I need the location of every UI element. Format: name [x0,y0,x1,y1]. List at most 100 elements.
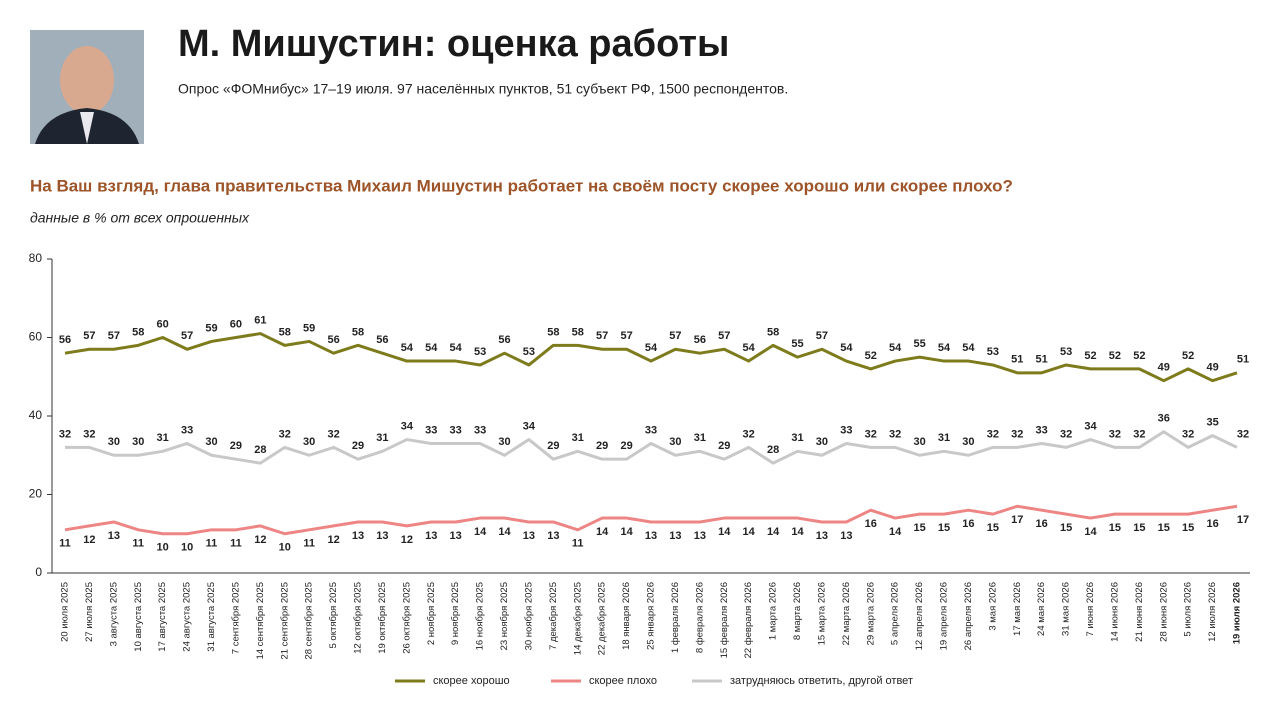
data-label: 14 [791,526,804,538]
page-title: М. Мишустин: оценка работы [178,23,729,65]
data-label: 36 [1158,413,1170,425]
data-label: 60 [157,318,169,330]
x-tick-label: 14 июня 2026 [1109,582,1120,642]
data-label: 29 [547,440,559,452]
data-label: 56 [376,334,388,346]
x-tick-label: 29 марта 2026 [865,582,876,645]
y-tick-label: 40 [29,408,43,422]
page-subtitle: Опрос «ФОМнибус» 17–19 июля. 97 населённ… [178,81,788,97]
data-label: 33 [645,424,657,436]
data-label: 32 [987,428,999,440]
x-tick-label: 28 июня 2026 [1158,582,1169,642]
data-label: 51 [1237,354,1249,366]
data-label: 15 [913,522,925,534]
data-label: 56 [327,334,339,346]
data-label: 56 [498,334,510,346]
data-label: 54 [401,342,414,354]
data-label: 32 [327,428,339,440]
data-label: 54 [425,342,438,354]
data-label: 52 [1084,350,1096,362]
x-tick-label: 7 июня 2026 [1085,582,1096,637]
data-label: 28 [767,444,779,456]
data-label: 16 [962,518,974,530]
data-label: 51 [1011,354,1023,366]
data-label: 57 [816,330,828,342]
data-label: 12 [83,534,95,546]
data-label: 15 [1060,522,1072,534]
data-label: 14 [498,526,511,538]
data-label: 31 [572,432,584,444]
data-label: 52 [1133,350,1145,362]
data-label: 57 [596,330,608,342]
data-label: 58 [572,326,584,338]
legend-label: скорее хорошо [433,675,510,687]
data-label: 32 [865,428,877,440]
data-label: 30 [962,436,974,448]
data-label: 28 [254,444,266,456]
data-label: 14 [767,526,780,538]
data-label: 30 [913,436,925,448]
data-label: 53 [987,346,999,358]
data-label: 29 [718,440,730,452]
data-label: 11 [206,538,218,550]
data-label: 13 [425,530,437,542]
x-tick-label: 14 декабря 2025 [572,582,583,655]
data-label: 10 [181,542,193,554]
x-tick-label: 7 декабря 2025 [548,582,559,650]
data-label: 58 [279,326,291,338]
x-tick-label: 17 августа 2025 [157,582,168,652]
data-label: 29 [230,440,242,452]
x-tick-label: 16 ноября 2025 [475,582,486,650]
x-tick-label: 2 ноября 2025 [426,582,437,645]
data-label: 16 [1206,518,1218,530]
x-tick-label: 15 марта 2026 [816,582,827,645]
data-label: 54 [450,342,463,354]
data-label: 59 [303,322,315,334]
x-tick-label: 8 марта 2026 [792,582,803,640]
data-label: 56 [59,334,71,346]
data-label: 11 [303,538,315,550]
data-label: 32 [1133,428,1145,440]
x-tick-label: 15 февраля 2026 [719,582,730,658]
x-tick-label: 31 мая 2026 [1061,582,1072,636]
data-label: 13 [669,530,681,542]
x-tick-label: 3 мая 2026 [987,582,998,631]
y-tick-label: 0 [35,565,42,579]
data-label: 33 [450,424,462,436]
data-label: 31 [938,432,950,444]
chart-title: На Ваш взгляд, глава правительства Михаи… [30,176,1013,195]
x-tick-label: 12 апреля 2026 [914,582,925,650]
data-label: 15 [1133,522,1145,534]
x-tick-label: 18 января 2026 [621,582,632,650]
y-tick-label: 60 [29,330,43,344]
data-label: 13 [523,530,535,542]
x-tick-label: 25 января 2026 [646,582,657,650]
x-tick-label: 12 октября 2025 [353,582,364,654]
data-label: 31 [791,432,803,444]
data-label: 32 [1237,428,1249,440]
data-label: 11 [132,538,144,550]
data-label: 33 [840,424,852,436]
data-label: 14 [620,526,633,538]
x-tick-label: 9 ноября 2025 [450,582,461,645]
data-label: 54 [938,342,951,354]
x-tick-label: 31 августа 2025 [206,582,217,652]
data-label: 33 [1036,424,1048,436]
data-label: 14 [718,526,731,538]
y-tick-label: 20 [29,487,43,501]
data-label: 16 [865,518,877,530]
series-line [64,332,1238,383]
y-tick-label: 80 [29,251,43,265]
data-label: 15 [987,522,999,534]
data-label: 34 [523,420,536,432]
data-label: 32 [1011,428,1023,440]
data-label: 30 [303,436,315,448]
legend-label: затрудняюсь ответить, другой ответ [730,675,913,687]
data-label: 12 [401,534,413,546]
x-tick-label: 26 октября 2025 [401,582,412,654]
data-label: 34 [401,420,414,432]
x-tick-label: 26 апреля 2026 [963,582,974,650]
data-label: 54 [743,342,756,354]
x-tick-label: 22 февраля 2026 [743,582,754,658]
data-label: 31 [157,432,169,444]
